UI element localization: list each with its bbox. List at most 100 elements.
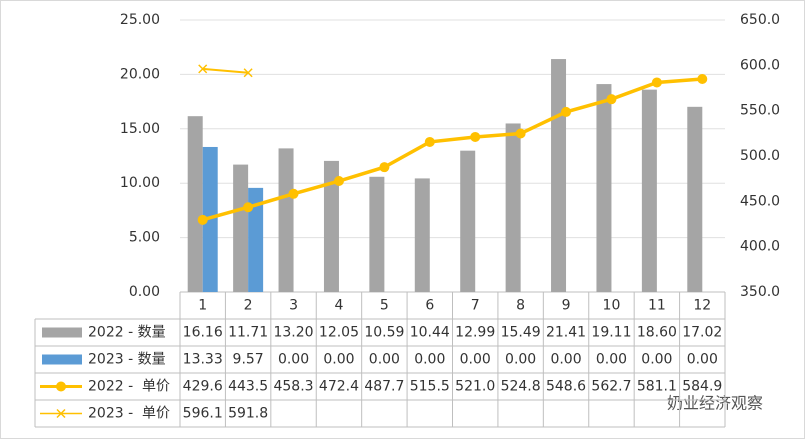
legend-key (42, 354, 82, 365)
table-cell: 0.00 (596, 352, 627, 368)
x-tick-label: 4 (334, 298, 343, 314)
bar (323, 160, 339, 292)
table-cell: 19.11 (591, 325, 631, 341)
table-cell: 10.59 (364, 325, 404, 341)
table-cell: 17.02 (682, 325, 722, 341)
table-cell: 0.00 (505, 352, 536, 368)
x-tick-label: 8 (516, 298, 525, 314)
table-cell: 12.05 (319, 325, 359, 341)
y2-tick-label: 600.0 (740, 57, 780, 73)
table-cell: 515.5 (410, 379, 450, 395)
table-cell: 9.57 (233, 352, 264, 368)
x-tick-label: 2 (244, 298, 253, 314)
bar (248, 187, 264, 292)
table-cell: 16.16 (183, 325, 223, 341)
y-tick-label: 10.00 (120, 175, 160, 191)
bar (414, 178, 430, 292)
legend-key (56, 408, 66, 419)
x-tick-label: 6 (425, 298, 434, 314)
x-tick-label: 7 (471, 298, 480, 314)
bar (233, 164, 249, 292)
line (202, 77, 703, 222)
table-cell: 521.0 (455, 379, 495, 395)
table-cell: 10.44 (410, 325, 450, 341)
y2-tick-label: 450.0 (740, 193, 780, 209)
table-cell: 0.00 (687, 352, 718, 368)
watermark: 奶业经济观察 (667, 394, 763, 413)
y2-tick-label: 650.0 (740, 12, 780, 28)
table-cell: 12.99 (455, 325, 495, 341)
marker (243, 68, 253, 78)
table-cell: 472.4 (319, 379, 359, 395)
y-tick-label: 0.00 (129, 284, 160, 300)
table-cell: 0.00 (323, 352, 354, 368)
marker (288, 188, 299, 199)
legend-label: 2023 - 单价 (88, 406, 170, 422)
marker (243, 202, 254, 213)
bar (641, 89, 657, 293)
table-cell: 596.1 (183, 406, 223, 422)
marker (606, 94, 617, 105)
table-cell: 591.8 (228, 406, 268, 422)
table-cell: 18.60 (637, 325, 677, 341)
table-cell: 0.00 (460, 352, 491, 368)
legend-label: 2023 - 数量 (88, 352, 166, 368)
table-cell: 13.20 (273, 325, 313, 341)
y-tick-label: 5.00 (129, 230, 160, 246)
legend-label: 2022 - 单价 (88, 379, 170, 395)
table-cell: 487.7 (364, 379, 404, 395)
marker (515, 128, 526, 139)
marker (198, 64, 208, 74)
y-tick-label: 20.00 (120, 66, 160, 82)
line (202, 67, 249, 74)
marker (379, 162, 390, 173)
legend-key (56, 381, 66, 392)
table-cell: 581.1 (637, 379, 677, 395)
x-tick-label: 5 (380, 298, 389, 314)
y2-tick-label: 350.0 (740, 284, 780, 300)
marker (651, 77, 662, 88)
marker (470, 131, 481, 142)
marker (561, 106, 572, 117)
table-cell: 15.49 (501, 325, 541, 341)
bar (687, 106, 703, 292)
table-cell: 524.8 (501, 379, 541, 395)
bar (187, 116, 203, 292)
y2-tick-label: 550.0 (740, 103, 780, 119)
y2-tick-label: 400.0 (740, 239, 780, 255)
marker (333, 176, 344, 187)
x-tick-label: 12 (693, 298, 711, 314)
table-cell: 584.9 (682, 379, 722, 395)
table-cell: 429.6 (183, 379, 223, 395)
table-cell: 548.6 (546, 379, 586, 395)
x-tick-label: 10 (603, 298, 621, 314)
table-cell: 0.00 (369, 352, 400, 368)
table-cell: 13.33 (183, 352, 223, 368)
bar (278, 148, 294, 292)
bar (460, 150, 476, 292)
x-tick-label: 9 (562, 298, 571, 314)
table-cell: 0.00 (278, 352, 309, 368)
table-cell: 11.71 (228, 325, 268, 341)
bar (596, 84, 612, 293)
bar (551, 59, 567, 292)
bar (369, 176, 385, 292)
marker (697, 74, 708, 85)
y2-tick-label: 500.0 (740, 148, 780, 164)
legend-key (42, 327, 82, 338)
x-tick-label: 3 (289, 298, 298, 314)
table-cell: 458.3 (273, 379, 313, 395)
table-cell: 0.00 (641, 352, 672, 368)
table-cell: 0.00 (550, 352, 581, 368)
x-tick-label: 11 (648, 298, 666, 314)
table-cell: 562.7 (591, 379, 631, 395)
bar (505, 123, 521, 292)
y-tick-label: 15.00 (120, 121, 160, 137)
y-tick-label: 25.00 (120, 12, 160, 28)
marker (197, 214, 208, 225)
table-cell: 21.41 (546, 325, 586, 341)
legend-label: 2022 - 数量 (88, 325, 166, 341)
marker (424, 136, 435, 147)
